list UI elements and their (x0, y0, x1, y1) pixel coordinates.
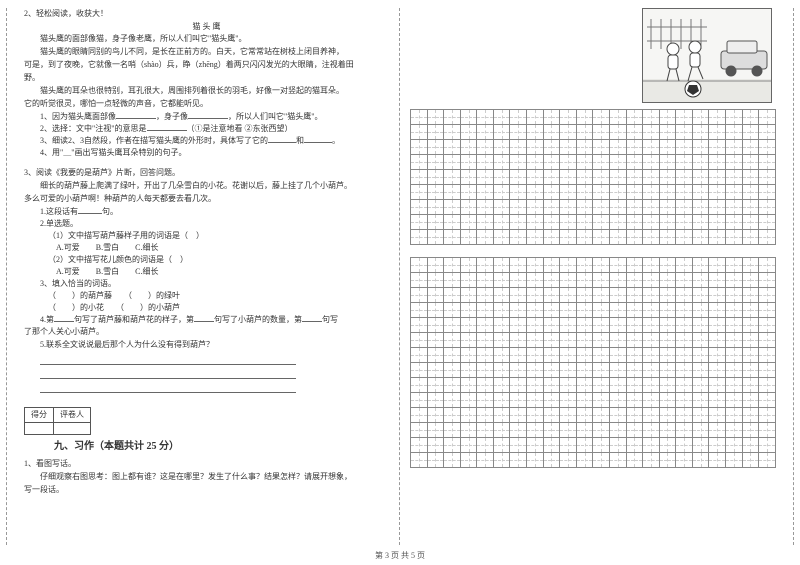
q2-p3b: 它的听觉很灵，哪怕一点轻微的声音，它都能听见。 (24, 98, 389, 110)
blank[interactable] (147, 123, 187, 131)
illustration (642, 8, 772, 103)
q3-s2: 2.单选题。 (40, 218, 389, 230)
q2-sub1: 1、因为猫头鹰面部像 ，身子像 ，所以人们叫它"猫头鹰"。 (40, 111, 389, 123)
score-cell[interactable] (25, 423, 54, 435)
score-h2: 评卷人 (54, 408, 91, 423)
q3-s5: 5.联系全文说说最后那个人为什么没有得到葫芦？ (40, 339, 389, 351)
q2-sub3: 3、细读2、3自然段，作者在描写猫头鹰的外形时，具体写了它的 和 。 (40, 135, 389, 147)
writing-grid-block-2[interactable] (410, 257, 776, 468)
q2-sub4: 4、用"＿"画出写猫头鹰耳朵特别的句子。 (40, 147, 389, 159)
q2-p3a: 猫头鹰的耳朵也很特别，耳孔很大，周围排列着很长的羽毛，好像一对竖起的猫耳朵。 (24, 85, 389, 97)
writing-grid-block-1[interactable] (410, 109, 776, 245)
section-9-title: 九、习作（本题共计 25 分） (54, 439, 389, 454)
q3-s3: 3、填入恰当的词语。 (40, 278, 389, 290)
q2-s2b: （①是注意地看 ②东张西望） (187, 124, 293, 133)
q2-s3b: 和 (296, 136, 304, 145)
q2-s1b: ，身子像 (156, 112, 188, 121)
score-cell[interactable] (54, 423, 91, 435)
answer-line[interactable] (40, 367, 296, 379)
q3-s2-2: （2）文中描写花儿颜色的词语是（ ） (48, 254, 389, 266)
q2-p2a: 猫头鹰的眼睛同别的鸟儿不同，是长在正前方的。白天，它常常站在树枝上闭目养神， (24, 46, 389, 58)
q2-title: 猫 头 鹰 (24, 21, 389, 33)
q3-p2: 多么可爱的小葫芦啊！种葫芦的人每天都要去看几次。 (24, 193, 389, 205)
q2-head: 2、轻松阅读，收获大！ (24, 8, 389, 20)
blank[interactable] (188, 111, 228, 119)
answer-line[interactable] (40, 353, 296, 365)
q3-s2-1: （1）文中描写葫芦藤样子用的词语是（ ） (48, 230, 389, 242)
blank[interactable] (78, 206, 102, 214)
score-table: 得分 评卷人 (24, 407, 91, 435)
blank[interactable] (302, 314, 322, 322)
left-column: 2、轻松阅读，收获大！ 猫 头 鹰 猫头鹰的面部像猫，身子像老鹰，所以人们叫它"… (14, 8, 400, 545)
q3-s1: 1.这段话有 句。 (40, 206, 389, 218)
page-footer: 第 3 页 共 5 页 (0, 550, 800, 561)
q3-head: 3、阅读《我要的是葫芦》片断，回答问题。 (24, 167, 389, 179)
blank[interactable] (268, 135, 296, 143)
q3-s1b: 句。 (102, 207, 118, 216)
w-head: 1、看图写话。 (24, 458, 389, 470)
q2-p2c: 野。 (24, 72, 389, 84)
q2-sub2: 2、选择：文中"注视"的意思是 （①是注意地看 ②东张西望） (40, 123, 389, 135)
q3-p1: 细长的葫芦藤上爬满了绿叶，开出了几朵雪白的小花。花谢以后，藤上挂了几个小葫芦。 (24, 180, 389, 192)
q3-s4: 4.第 句写了葫芦藤和葫芦花的样子，第 句写了小葫芦的数量，第 句写 (40, 314, 389, 326)
q2-s1a: 1、因为猫头鹰面部像 (40, 112, 116, 121)
q3-s4a: 4.第 (40, 315, 54, 324)
w-p2: 写一段话。 (24, 484, 389, 496)
answer-line[interactable] (40, 381, 296, 393)
q2-p2b: 可是，到了夜晚，它就像一名哨（shào）兵，睁（zhēng）着两只闪闪发光的大眼… (24, 59, 389, 71)
q3-s3-l1: （ ）的葫芦藤 （ ）的绿叶 (48, 290, 389, 302)
w-p1: 仔细观察右图思考：图上都有谁？这是在哪里？发生了什么事？结果怎样？请展开想象， (24, 471, 389, 483)
q2-s2a: 2、选择：文中"注视"的意思是 (40, 124, 147, 133)
q3-s2-opts2: A.可爱 B.雪白 C.细长 (56, 266, 389, 278)
blank[interactable] (194, 314, 214, 322)
q3-s3-l2: （ ）的小花 （ ）的小葫芦 (48, 302, 389, 314)
q2-s3a: 3、细读2、3自然段，作者在描写猫头鹰的外形时，具体写了它的 (40, 136, 268, 145)
right-column (400, 8, 786, 545)
q2-p1: 猫头鹰的面部像猫，身子像老鹰，所以人们叫它"猫头鹰"。 (24, 33, 389, 45)
q3-s1a: 1.这段话有 (40, 207, 78, 216)
blank[interactable] (116, 111, 156, 119)
q3-s4c: 句写了小葫芦的数量，第 (214, 315, 302, 324)
q3-s4b: 句写了葫芦藤和葫芦花的样子，第 (74, 315, 194, 324)
q3-s4e: 了那个人关心小葫芦。 (24, 326, 389, 338)
q2-s3c: 。 (332, 136, 340, 145)
q2-s1c: ，所以人们叫它"猫头鹰"。 (228, 112, 323, 121)
q3-s4d: 句写 (322, 315, 338, 324)
blank[interactable] (304, 135, 332, 143)
page: 2、轻松阅读，收获大！ 猫 头 鹰 猫头鹰的面部像猫，身子像老鹰，所以人们叫它"… (0, 0, 800, 565)
blank[interactable] (54, 314, 74, 322)
score-h1: 得分 (25, 408, 54, 423)
q3-s2-opts1: A.可爱 B.雪白 C.细长 (56, 242, 389, 254)
